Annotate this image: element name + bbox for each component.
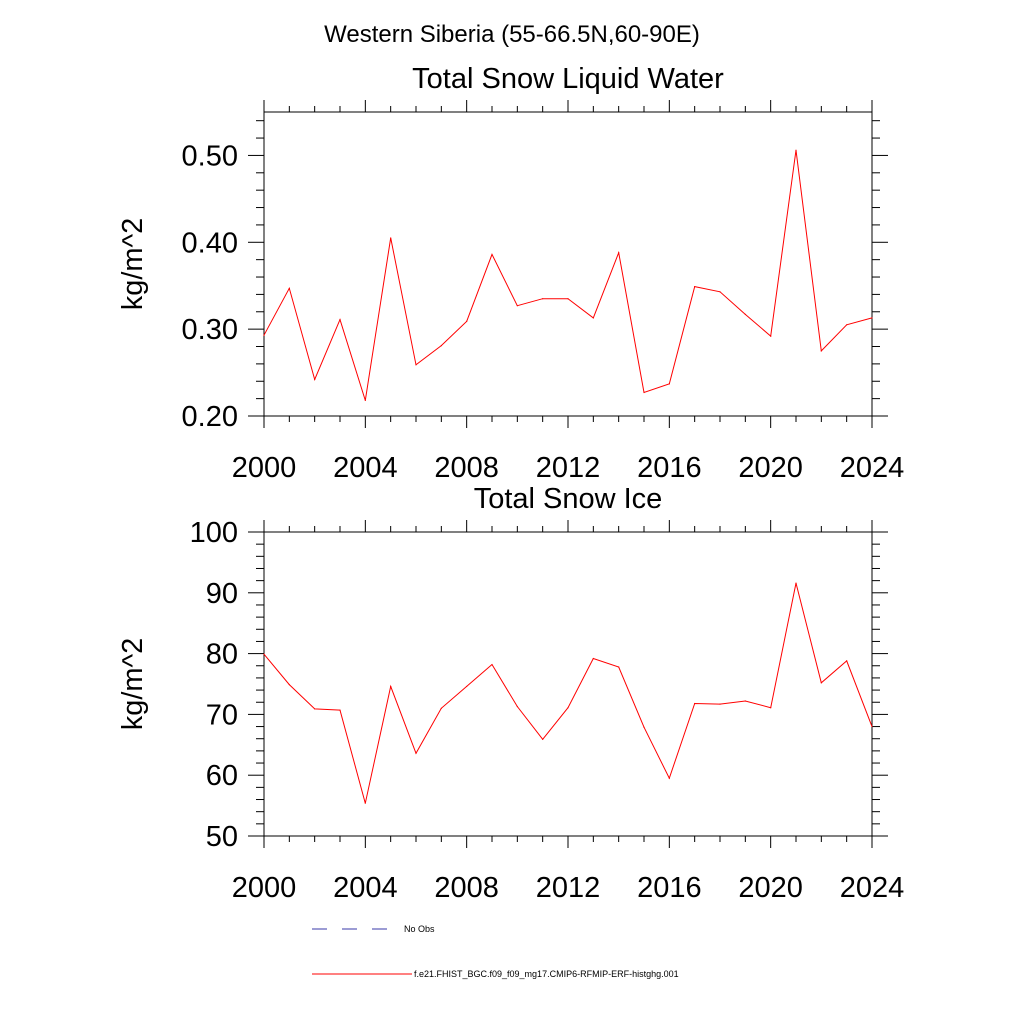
data-point xyxy=(440,345,442,347)
data-point xyxy=(795,582,797,584)
data-point xyxy=(390,237,392,239)
x-tick-label: 2016 xyxy=(637,452,702,484)
data-point xyxy=(314,378,316,381)
data-point xyxy=(542,738,544,740)
data-point xyxy=(263,653,265,655)
y-tick-label: 80 xyxy=(206,639,238,671)
x-tick-label: 2004 xyxy=(333,452,398,484)
data-point xyxy=(694,702,696,705)
data-point xyxy=(795,149,797,151)
x-tick-label: 2020 xyxy=(738,452,803,484)
data-point xyxy=(643,726,645,728)
data-point xyxy=(668,777,670,779)
data-point xyxy=(364,399,366,401)
data-point xyxy=(339,318,341,321)
data-point xyxy=(618,252,620,254)
y-tick-label: 0.20 xyxy=(182,401,238,433)
x-tick-label: 2012 xyxy=(536,872,601,904)
data-point xyxy=(263,334,265,336)
data-point xyxy=(668,383,670,385)
data-point xyxy=(288,684,290,686)
y-tick-label: 90 xyxy=(206,578,238,610)
data-point xyxy=(415,752,417,754)
data-point xyxy=(415,364,417,366)
data-point xyxy=(491,253,493,256)
y-tick-label: 0.50 xyxy=(182,140,238,172)
data-point xyxy=(618,666,620,668)
series-line xyxy=(263,150,873,401)
legend: No Obs f.e21.FHIST_BGC.f09_f09_mg17.CMIP… xyxy=(312,924,679,979)
data-point xyxy=(820,682,822,684)
data-point xyxy=(846,324,848,326)
chart-2: Total Snow Ice kg/m^2 2000 2004 2008 2012 2016… xyxy=(117,483,904,904)
y-axis-label: kg/m^2 xyxy=(117,218,149,311)
data-point xyxy=(288,287,290,289)
y-axis-label: kg/m^2 xyxy=(117,638,149,731)
data-point xyxy=(643,391,645,394)
series-line xyxy=(263,582,873,804)
y-tick-label: 60 xyxy=(206,760,238,792)
data-point xyxy=(567,707,569,709)
data-point xyxy=(719,291,721,293)
data-point xyxy=(516,305,518,307)
data-point xyxy=(744,700,746,702)
data-point xyxy=(516,705,518,708)
data-point xyxy=(694,285,696,288)
data-point xyxy=(567,298,569,300)
data-point xyxy=(491,663,493,666)
plot-frame xyxy=(263,531,873,837)
data-point xyxy=(820,350,822,352)
chart-title: Total Snow Ice xyxy=(474,483,663,515)
x-tick-label: 2012 xyxy=(536,452,601,484)
data-point xyxy=(390,685,392,688)
x-tick-label: 2008 xyxy=(434,872,499,904)
data-point xyxy=(719,703,721,705)
plots-container: Total Snow Liquid Water kg/m^2 2000 2004 200… xyxy=(117,63,904,904)
data-point xyxy=(440,707,442,709)
x-tick-label: 2008 xyxy=(434,452,499,484)
x-tick-label: 2024 xyxy=(840,872,905,904)
y-tick-label: 50 xyxy=(206,821,238,853)
x-tick-label: 2000 xyxy=(232,872,297,904)
data-point xyxy=(466,685,468,688)
chart-title: Total Snow Liquid Water xyxy=(412,63,724,95)
data-point xyxy=(592,657,594,660)
data-point xyxy=(339,709,341,711)
y-tick-label: 70 xyxy=(206,699,238,731)
legend-label-model: f.e21.FHIST_BGC.f09_f09_mg17.CMIP6-RFMIP… xyxy=(414,969,679,979)
y-tick-label: 0.30 xyxy=(182,314,238,346)
x-tick-label: 2020 xyxy=(738,872,803,904)
data-point xyxy=(364,802,366,804)
data-point xyxy=(846,660,848,662)
data-point xyxy=(871,317,873,319)
x-tick-label: 2016 xyxy=(637,872,702,904)
data-point xyxy=(770,335,772,337)
y-tick-label: 0.40 xyxy=(182,227,238,259)
x-tick-label: 2024 xyxy=(840,452,905,484)
data-point xyxy=(314,708,316,710)
legend-label-no-obs: No Obs xyxy=(404,924,435,934)
data-point xyxy=(542,298,544,300)
data-point xyxy=(770,707,772,709)
figure-title: Western Siberia (55-66.5N,60-90E) xyxy=(324,21,700,48)
chart-1: Total Snow Liquid Water kg/m^2 2000 2004 200… xyxy=(117,63,904,484)
data-point xyxy=(592,317,594,319)
x-tick-label: 2000 xyxy=(232,452,297,484)
data-point xyxy=(871,725,873,728)
y-tick-label: 100 xyxy=(190,517,238,549)
data-point xyxy=(744,313,746,315)
data-point xyxy=(466,320,468,322)
x-tick-label: 2004 xyxy=(333,872,398,904)
